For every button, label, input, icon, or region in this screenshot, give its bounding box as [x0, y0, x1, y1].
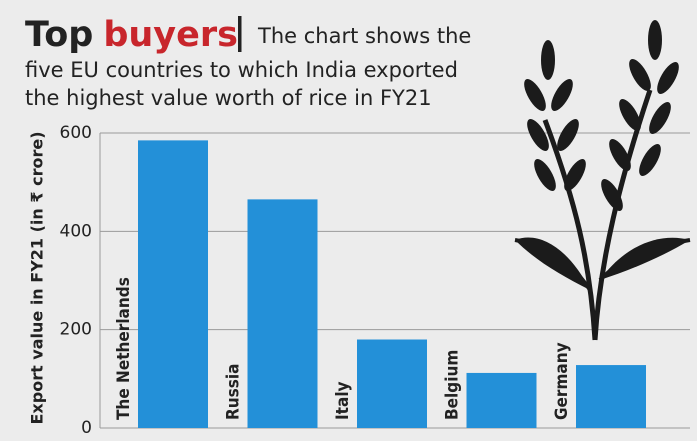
plot: 0 200 400 600 The Netherlands Russia Italy Belg…: [60, 123, 690, 438]
bar: [247, 199, 318, 428]
title-main: Top: [25, 15, 93, 55]
bar: [357, 339, 427, 428]
subtitle-line: the highest value worth of rice in FY21: [25, 86, 432, 110]
title-highlight: buyers: [103, 15, 238, 55]
y-tick-label: 400: [60, 221, 92, 241]
subtitle-line: The chart shows the: [257, 24, 471, 48]
y-tick-label: 0: [81, 418, 92, 438]
y-tick-label: 200: [60, 320, 92, 340]
bar: [138, 140, 208, 428]
x-tick-label: The Netherlands: [114, 277, 134, 420]
x-tick-label: Italy: [333, 381, 353, 420]
title-separator: [238, 16, 242, 52]
chart-title: Top buyers: [25, 15, 238, 55]
y-axis-label: Export value in FY21 (in ₹ crore): [28, 131, 47, 424]
x-tick-label: Russia: [224, 364, 244, 420]
bar: [466, 372, 537, 428]
x-tick-label: Belgium: [443, 350, 463, 420]
subtitle-line: five EU countries to which India exporte…: [25, 58, 458, 82]
wheat-icon: [514, 20, 691, 341]
bar: [576, 365, 646, 428]
x-tick-label: Germany: [552, 342, 572, 420]
y-tick-label: 600: [60, 123, 92, 143]
